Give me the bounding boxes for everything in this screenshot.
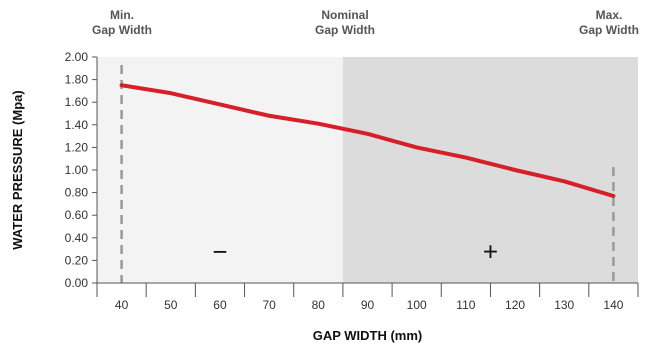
y-tick-label: 1.40 bbox=[65, 118, 89, 132]
max-label-line1: Max. bbox=[595, 8, 623, 22]
nominal-gap-width-label: Nominal Gap Width bbox=[300, 8, 390, 38]
x-tick-label: 120 bbox=[505, 298, 525, 312]
nominal-label-line1: Nominal bbox=[321, 8, 369, 22]
x-tick-label: 70 bbox=[262, 298, 276, 312]
x-tick-label: 50 bbox=[164, 298, 178, 312]
y-tick-label: 0.00 bbox=[65, 276, 89, 290]
y-tick-label: 0.20 bbox=[65, 253, 89, 267]
x-axis-title: GAP WIDTH (mm) bbox=[313, 328, 423, 343]
minus-region bbox=[97, 57, 343, 283]
minus-sign: − bbox=[212, 237, 227, 267]
min-gap-width-label: Min. Gap Width bbox=[82, 8, 162, 38]
min-label-line2: Gap Width bbox=[92, 23, 152, 37]
y-tick-label: 2.00 bbox=[65, 50, 89, 64]
y-axis-title: WATER PRESSURE (Mpa) bbox=[10, 90, 25, 249]
x-tick-label: 100 bbox=[407, 298, 427, 312]
nominal-label-line2: Gap Width bbox=[315, 23, 375, 37]
plus-sign: + bbox=[483, 237, 498, 267]
y-tick-label: 0.80 bbox=[65, 186, 89, 200]
y-tick-label: 1.80 bbox=[65, 73, 89, 87]
x-tick-label: 80 bbox=[312, 298, 326, 312]
max-gap-width-label: Max. Gap Width bbox=[572, 8, 646, 38]
plus-region bbox=[342, 57, 638, 283]
y-tick-label: 1.20 bbox=[65, 140, 89, 154]
y-tick-label: 1.60 bbox=[65, 95, 89, 109]
max-label-line2: Gap Width bbox=[579, 23, 639, 37]
x-tick-label: 60 bbox=[213, 298, 227, 312]
pressure-series-line bbox=[119, 83, 616, 198]
y-tick-label: 0.40 bbox=[65, 231, 89, 245]
min-label-line1: Min. bbox=[110, 8, 134, 22]
x-tick-label: 90 bbox=[361, 298, 375, 312]
x-tick-label: 110 bbox=[456, 298, 475, 312]
y-tick-label: 1.00 bbox=[65, 163, 89, 177]
x-tick-label: 140 bbox=[603, 298, 623, 312]
y-tick-label: 0.60 bbox=[65, 208, 89, 222]
x-tick-label: 130 bbox=[554, 298, 574, 312]
x-tick-label: 40 bbox=[115, 298, 129, 312]
